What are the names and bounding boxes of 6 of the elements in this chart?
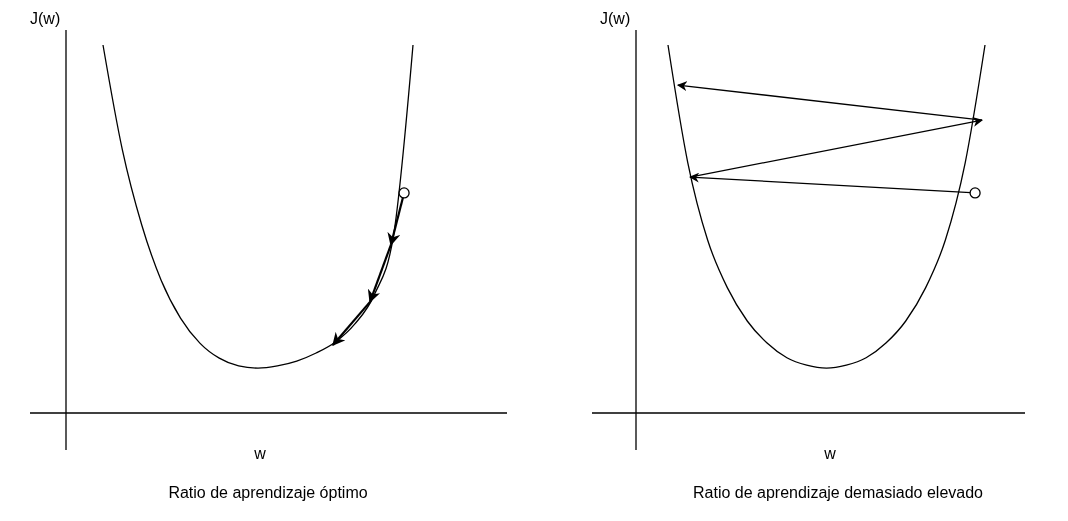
text: Ratio de aprendizaje óptimo bbox=[168, 484, 368, 501]
x-axis-title: w bbox=[823, 445, 837, 462]
text: Ratio de aprendizaje demasiado elevado bbox=[693, 484, 984, 501]
y-axis-title: J(w) bbox=[600, 10, 631, 27]
x-axis-title: w bbox=[253, 445, 267, 462]
y-axis-title: J(w) bbox=[30, 10, 61, 27]
